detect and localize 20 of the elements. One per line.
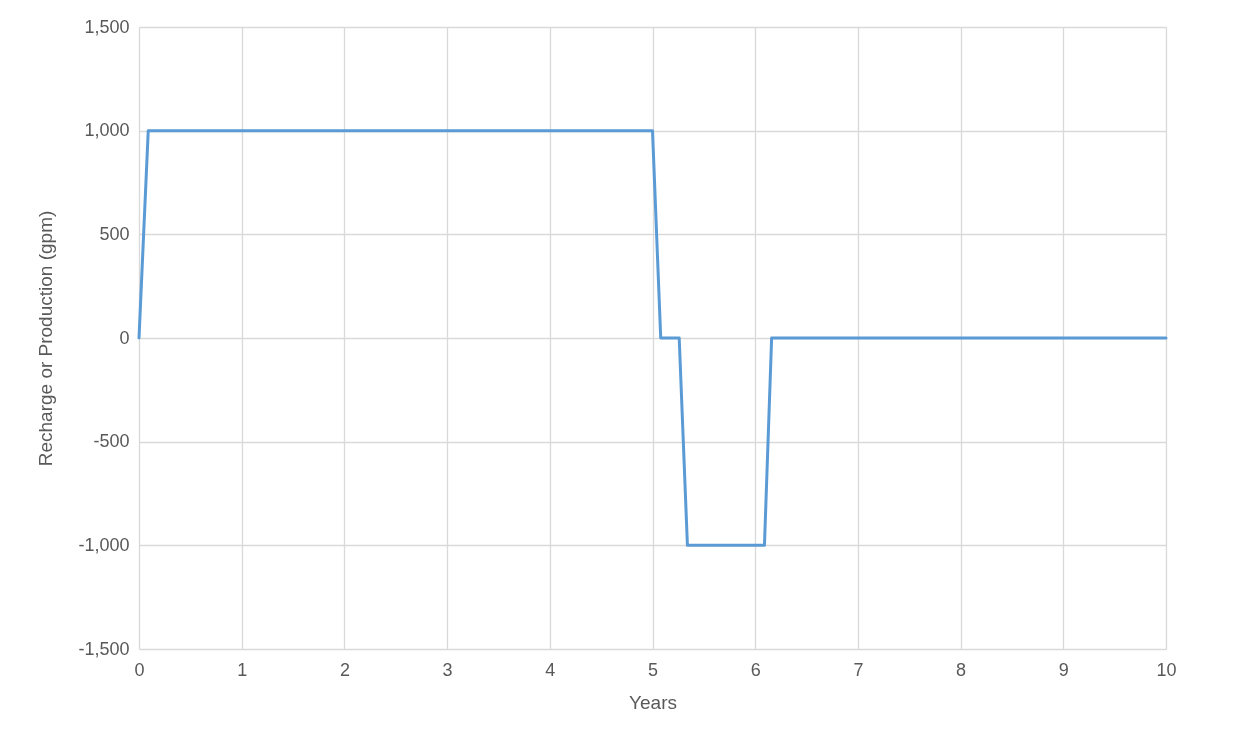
x-axis-title: Years [629,691,677,713]
y-tick-label: -1,500 [78,638,130,659]
x-tick-label: 2 [339,659,350,680]
y-axis-title: Recharge or Production (gpm) [35,210,57,467]
y-tick-label: 500 [99,223,130,244]
x-tick-label: 8 [956,659,967,680]
x-tick-label: 10 [1156,659,1177,680]
y-tick-label: -1,000 [78,534,130,555]
x-tick-label: 0 [134,659,145,680]
y-tick-label: 1,500 [84,16,130,37]
x-tick-label: 9 [1058,659,1069,680]
y-tick-label: -500 [93,431,130,452]
x-tick-label: 4 [545,659,556,680]
x-tick-label: 7 [853,659,864,680]
x-tick-label: 6 [750,659,761,680]
y-tick-label: 1,000 [84,120,130,141]
y-tick-label: 0 [119,327,130,348]
x-tick-label: 1 [237,659,248,680]
x-tick-label: 3 [442,659,453,680]
x-tick-label: 5 [647,659,659,680]
